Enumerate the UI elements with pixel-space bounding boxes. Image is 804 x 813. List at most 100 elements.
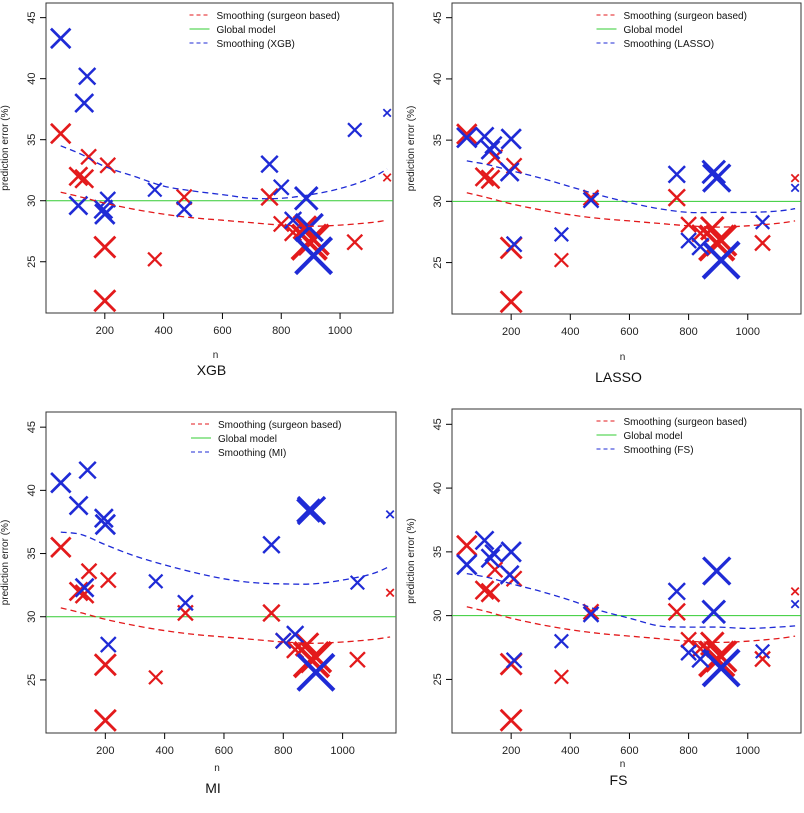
point-xgb: [93, 199, 114, 220]
point-surgeon-based: [148, 669, 164, 685]
x-tick-label: 1000: [736, 326, 760, 338]
y-tick-label: 45: [432, 12, 444, 24]
legend: Smoothing (surgeon based) Global model Smo…: [189, 11, 340, 50]
point-surgeon-based: [93, 653, 117, 677]
x-tick-label: 800: [272, 325, 290, 337]
point-lasso: [701, 240, 741, 280]
point-surgeon-based: [499, 708, 523, 732]
point-stroke: [148, 573, 164, 589]
panel-subtitle: LASSO: [595, 369, 642, 385]
y-axis-label: prediction error (%): [406, 106, 417, 192]
x-tick-label: 600: [213, 325, 231, 337]
legend-entry: Smoothing (LASSO): [624, 39, 715, 50]
point-surgeon-based: [349, 651, 366, 669]
legend-entry: Global model: [218, 434, 277, 445]
point-lasso: [553, 226, 569, 242]
point-stroke: [474, 126, 495, 147]
point-lasso: [484, 135, 503, 155]
point-mi: [296, 652, 336, 692]
point-stroke: [499, 564, 520, 585]
point-stroke: [297, 223, 330, 257]
point-stroke: [78, 67, 97, 86]
x-tick-label: 200: [502, 326, 520, 338]
plot-frame: [45, 2, 394, 314]
plot-frame: [451, 408, 802, 734]
point-mi: [50, 472, 72, 494]
smoothing-line-0: [466, 606, 796, 644]
x-tick-label: 600: [620, 745, 638, 757]
x-tick-label: 200: [96, 745, 114, 757]
point-surgeon-based: [93, 235, 117, 259]
point-surgeon-based: [680, 216, 697, 233]
point-surgeon-based: [294, 632, 320, 657]
point-stroke: [484, 544, 503, 563]
point-surgeon-based: [754, 650, 771, 668]
point-stroke: [68, 166, 89, 187]
point-stroke: [50, 536, 72, 558]
point-stroke: [456, 123, 478, 145]
point-mi: [296, 498, 321, 523]
point-surgeon-based: [499, 290, 523, 314]
point-xgb: [272, 178, 290, 196]
legend: Smoothing (surgeon based) Global model Smo…: [191, 420, 341, 459]
point-surgeon-based: [262, 603, 281, 623]
point-xgb: [347, 122, 363, 138]
legend-entry: Global model: [624, 431, 683, 442]
point-surgeon-based: [474, 166, 495, 187]
point-stroke: [294, 632, 320, 657]
y-tick-label: 35: [432, 134, 444, 146]
chart-panel-fs: 200 400 600 800 1000 25 30 35 40 45 n prediction er…: [406, 408, 802, 788]
y-tick-label: 40: [26, 484, 38, 496]
point-lasso: [691, 237, 710, 256]
point-stroke: [553, 669, 569, 685]
point-stroke: [93, 199, 114, 220]
point-fs: [702, 556, 732, 586]
point-surgeon-based: [474, 580, 495, 601]
panel-subtitle: XGB: [197, 362, 227, 378]
x-tick-label: 400: [561, 745, 579, 757]
y-tick-label: 30: [432, 195, 444, 207]
legend: Smoothing (surgeon based) Global model Smo…: [596, 11, 747, 50]
point-lasso: [582, 191, 600, 209]
chart-panel-lasso: 200 400 600 800 1000 25 30 35 40 45 n prediction er…: [406, 2, 802, 385]
point-xgb: [49, 27, 72, 50]
y-tick-label: 30: [26, 611, 38, 623]
point-fs: [480, 548, 501, 569]
y-tick-label: 45: [26, 12, 38, 24]
y-tick-label: 25: [432, 673, 444, 685]
point-stroke: [147, 251, 163, 267]
point-stroke: [272, 178, 290, 196]
point-mi: [385, 510, 395, 519]
smoothing-line-0: [60, 607, 391, 644]
point-surgeon-based: [456, 123, 478, 145]
y-tick-label: 35: [26, 134, 38, 146]
y-tick-label: 40: [432, 482, 444, 494]
x-tick-label: 200: [502, 745, 520, 757]
point-surgeon-based: [50, 536, 72, 558]
legend-entry: Global model: [217, 25, 276, 36]
x-axis-label: n: [214, 763, 220, 774]
point-stroke: [93, 508, 114, 529]
smoothing-line-0: [60, 191, 388, 227]
point-stroke: [456, 126, 478, 149]
y-tick-label: 35: [26, 547, 38, 559]
point-stroke: [274, 632, 292, 650]
point-surgeon-based: [480, 582, 501, 603]
point-stroke: [49, 122, 72, 145]
point-surgeon-based: [346, 233, 364, 251]
x-axis-label: n: [620, 352, 626, 363]
point-stroke: [296, 652, 336, 692]
point-surgeon-based: [699, 215, 725, 241]
point-stroke: [702, 556, 732, 586]
point-stroke: [667, 582, 686, 601]
point-mi: [286, 625, 305, 644]
point-mi: [78, 461, 97, 480]
point-stroke: [790, 183, 800, 193]
point-surgeon-based: [68, 166, 89, 187]
plot-area: [452, 123, 801, 314]
point-stroke: [754, 234, 771, 252]
point-stroke: [74, 577, 95, 598]
point-xgb: [147, 182, 163, 198]
point-stroke: [99, 571, 117, 589]
y-axis-label: prediction error (%): [406, 518, 417, 604]
